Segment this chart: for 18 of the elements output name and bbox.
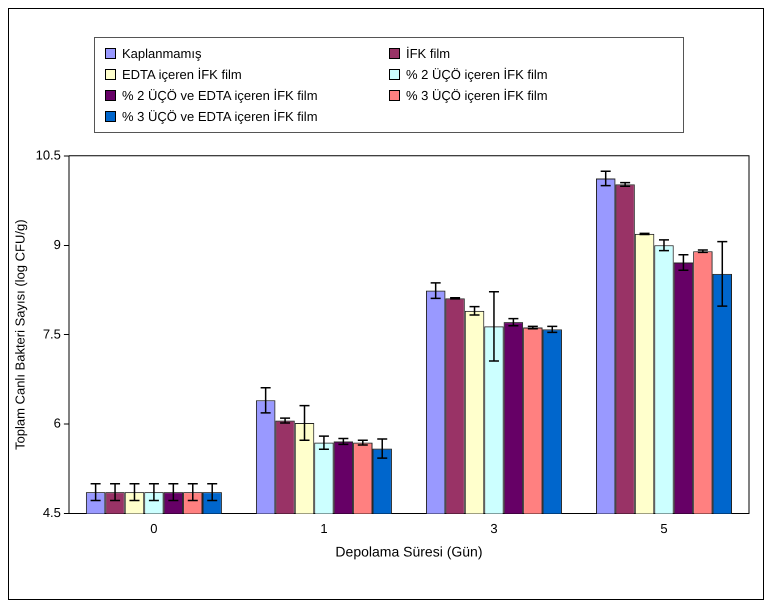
legend-label: % 3 ÜÇÖ ve EDTA içeren İFK film: [122, 109, 318, 124]
y-tick-label: 9: [54, 236, 61, 252]
legend-label: Kaplanmamış: [122, 46, 202, 61]
x-tick-label: 5: [660, 520, 668, 536]
y-tick-label: 10.5: [36, 147, 61, 162]
x-axis-title: Depolama Süresi (Gün): [335, 543, 482, 560]
y-tick-label: 4.5: [42, 505, 61, 520]
y-tick-label: 7.5: [42, 326, 61, 342]
legend-label: % 2 ÜÇÖ içeren İFK film: [406, 67, 548, 82]
legend-label: % 3 ÜÇÖ içeren İFK film: [406, 88, 548, 103]
legend-label: EDTA içeren İFK film: [122, 67, 242, 82]
x-tick-label: 3: [490, 520, 498, 536]
x-tick-label: 1: [320, 520, 328, 536]
y-tick-label: 6: [54, 416, 61, 431]
x-tick-label: 0: [150, 520, 158, 536]
legend-label: İFK film: [406, 46, 450, 61]
legend-label: % 2 ÜÇÖ ve EDTA içeren İFK film: [122, 88, 318, 103]
y-axis-title: Toplam Canlı Bakteri Sayısı (log CFU/g): [12, 219, 28, 450]
